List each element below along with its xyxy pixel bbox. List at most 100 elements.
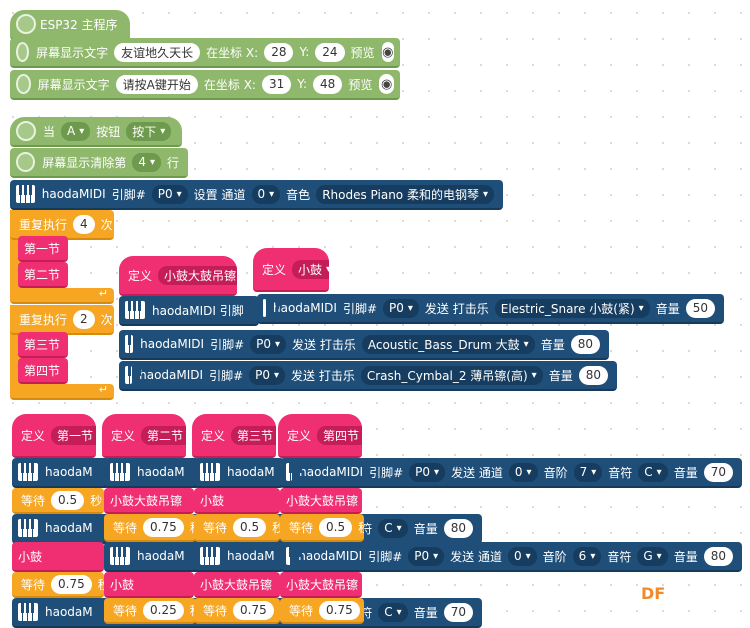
row-dropdown[interactable]: 4 bbox=[132, 152, 161, 172]
pin-dropdown[interactable]: P0 bbox=[249, 365, 286, 385]
midi-percussion-block[interactable]: haodaMIDI 引脚# P0 发送 打击乐 Crash_Cymbal_2 薄… bbox=[119, 361, 617, 391]
volume-input[interactable]: 70 bbox=[703, 462, 733, 482]
call-block[interactable]: 小鼓 bbox=[12, 542, 104, 572]
text-input[interactable]: 友谊地久天长 bbox=[114, 42, 201, 62]
note-dropdown[interactable]: C bbox=[378, 518, 408, 538]
define-block[interactable]: 定义 小鼓大鼓吊镲 bbox=[119, 256, 237, 296]
repeat1-times[interactable]: 4 bbox=[73, 214, 95, 234]
drum-dropdown[interactable]: Crash_Cymbal_2 薄吊镲(高) bbox=[360, 365, 543, 385]
x-input[interactable]: 31 bbox=[261, 74, 292, 94]
wait-input[interactable]: 0.5 bbox=[51, 490, 85, 510]
drum-dropdown[interactable]: Elestric_Snare 小鼓(紧) bbox=[494, 298, 650, 318]
volume-input[interactable]: 80 bbox=[570, 334, 600, 354]
pitch-dropdown[interactable]: 6 bbox=[572, 546, 602, 566]
note-dropdown[interactable]: C bbox=[638, 462, 668, 482]
midi-note-block[interactable]: haodaM bbox=[194, 542, 284, 572]
wait-input[interactable]: 0.25 bbox=[143, 600, 184, 620]
define-name[interactable]: 小鼓 bbox=[292, 259, 329, 279]
call-block[interactable]: 小鼓大鼓吊镲 bbox=[104, 488, 194, 514]
piano-icon bbox=[16, 185, 35, 203]
define-name[interactable]: 第一节 bbox=[51, 425, 96, 445]
text-input[interactable]: 请按A键开始 bbox=[115, 74, 198, 94]
channel-dropdown[interactable]: 0 bbox=[507, 546, 537, 566]
wait-input[interactable]: 0.5 bbox=[233, 517, 267, 537]
define-block[interactable]: 定义 第二节 bbox=[102, 414, 186, 458]
piano-icon bbox=[18, 603, 38, 621]
define-name[interactable]: 第四节 bbox=[317, 425, 362, 445]
wait-block[interactable]: 等待 0.75 秒 bbox=[280, 598, 364, 624]
midi-note-block[interactable]: haodaM bbox=[104, 458, 200, 488]
wait-block[interactable]: 等待 0.5 秒 bbox=[12, 488, 104, 514]
pin-dropdown[interactable]: P0 bbox=[151, 184, 188, 204]
screen-text-block-1[interactable]: 屏幕显示文字 友谊地久天长 在坐标 X: 28 Y: 24 预览 ◉ bbox=[10, 38, 400, 68]
midi-percussion-block[interactable]: haodaMIDI 引脚# P0 发送 打击乐 Acoustic_Bass_Dr… bbox=[119, 330, 609, 360]
call-block[interactable]: 小鼓 bbox=[104, 572, 194, 598]
button-event-hat[interactable]: 当 A 按钮 按下 bbox=[10, 117, 182, 147]
midi-note-block[interactable]: haodaM bbox=[194, 458, 284, 488]
define-block[interactable]: 定义 第三节 bbox=[192, 414, 276, 458]
wait-input[interactable]: 0.75 bbox=[51, 574, 92, 594]
x-input[interactable]: 28 bbox=[264, 42, 294, 62]
wait-block[interactable]: 等待 0.75 秒 bbox=[12, 572, 104, 598]
wait-input[interactable]: 0.75 bbox=[143, 517, 184, 537]
call-block[interactable]: 第四节 bbox=[18, 358, 68, 384]
wait-block[interactable]: 等待 0.5 秒 bbox=[194, 514, 280, 542]
volume-input[interactable]: 80 bbox=[703, 546, 733, 566]
volume-input[interactable]: 80 bbox=[578, 365, 608, 385]
screen-text-block-2[interactable]: 屏幕显示文字 请按A键开始 在坐标 X: 31 Y: 48 预览 ◉ bbox=[10, 70, 400, 100]
state-dropdown[interactable]: 按下 bbox=[126, 121, 172, 141]
pin-dropdown[interactable]: P0 bbox=[250, 334, 287, 354]
wait-block[interactable]: 等待 0.25 秒 bbox=[104, 598, 196, 624]
esp32-main-hat[interactable]: ESP32 主程序 bbox=[10, 10, 130, 40]
define-block[interactable]: 定义 第一节 bbox=[12, 414, 96, 458]
midi-note-block[interactable]: haodaM bbox=[12, 458, 110, 488]
key-dropdown[interactable]: A bbox=[61, 121, 91, 141]
midi-set-timbre-block[interactable]: haodaMIDI 引脚# P0 设置 通道 0 音色 Rhodes Piano… bbox=[10, 180, 503, 210]
channel-dropdown[interactable]: 0 bbox=[508, 462, 538, 482]
timbre-dropdown[interactable]: Rhodes Piano 柔和的电钢琴 bbox=[316, 184, 494, 204]
call-block[interactable]: 第三节 bbox=[18, 332, 68, 358]
wait-input[interactable]: 0.75 bbox=[233, 600, 274, 620]
plug-icon bbox=[16, 121, 36, 141]
volume-input[interactable]: 50 bbox=[685, 298, 715, 318]
wait-input[interactable]: 0.5 bbox=[319, 517, 353, 537]
midi-note-block[interactable]: haodaMIDI 引脚# P0 发送 通道 0 音阶 6 音符 G 音量 80 bbox=[280, 542, 742, 572]
volume-input[interactable]: 70 bbox=[443, 602, 473, 622]
midi-note-block[interactable]: haodaM bbox=[104, 542, 200, 572]
note-dropdown[interactable]: C bbox=[378, 602, 408, 622]
eye-icon[interactable]: ◉ bbox=[381, 42, 394, 62]
call-block[interactable]: 小鼓 bbox=[194, 488, 280, 514]
eye-icon[interactable]: ◉ bbox=[379, 74, 394, 94]
define-name[interactable]: 第二节 bbox=[141, 425, 186, 445]
pin-dropdown[interactable]: P0 bbox=[408, 546, 445, 566]
pitch-dropdown[interactable]: 7 bbox=[573, 462, 603, 482]
wait-block[interactable]: 等待 0.5 秒 bbox=[280, 514, 364, 542]
pin-dropdown[interactable]: P0 bbox=[383, 298, 419, 318]
note-dropdown[interactable]: G bbox=[637, 546, 668, 566]
define-name[interactable]: 第三节 bbox=[231, 425, 276, 445]
call-block[interactable]: 小鼓大鼓吊镲 bbox=[194, 572, 280, 598]
wait-block[interactable]: 等待 0.75 秒 bbox=[194, 598, 280, 624]
pin-dropdown[interactable]: P0 bbox=[409, 462, 446, 482]
call-block[interactable]: 小鼓大鼓吊镲 bbox=[280, 488, 362, 514]
call-block[interactable]: 第二节 bbox=[18, 262, 68, 288]
y-input[interactable]: 48 bbox=[313, 74, 343, 94]
define-block[interactable]: 定义 第四节 bbox=[278, 414, 362, 458]
midi-percussion-block[interactable]: haodaMIDI 引脚 bbox=[119, 296, 259, 326]
call-block[interactable]: 第一节 bbox=[18, 236, 68, 262]
volume-input[interactable]: 80 bbox=[443, 518, 473, 538]
midi-percussion-block[interactable]: haodaMIDI 引脚# P0 发送 打击乐 Elestric_Snare 小… bbox=[257, 294, 724, 324]
repeat2-block[interactable]: 重复执行 2 次 bbox=[10, 305, 114, 335]
wait-input[interactable]: 0.75 bbox=[319, 600, 360, 620]
call-block[interactable]: 小鼓大鼓吊镲 bbox=[280, 572, 362, 598]
define-name[interactable]: 小鼓大鼓吊镲 bbox=[158, 265, 237, 285]
wait-block[interactable]: 等待 0.75 秒 bbox=[104, 514, 196, 542]
define-block[interactable]: 定义 小鼓 bbox=[253, 248, 329, 292]
midi-note-block[interactable]: haodaMIDI 引脚# P0 发送 通道 0 音阶 7 音符 C 音量 70 bbox=[280, 458, 742, 488]
clear-line-block[interactable]: 屏幕显示清除第 4 行 bbox=[10, 148, 188, 178]
repeat2-times[interactable]: 2 bbox=[73, 309, 95, 329]
drum-dropdown[interactable]: Acoustic_Bass_Drum 大鼓 bbox=[361, 334, 535, 354]
y-input[interactable]: 24 bbox=[315, 42, 345, 62]
channel-dropdown[interactable]: 0 bbox=[251, 184, 281, 204]
repeat1-block[interactable]: 重复执行 4 次 bbox=[10, 210, 114, 240]
